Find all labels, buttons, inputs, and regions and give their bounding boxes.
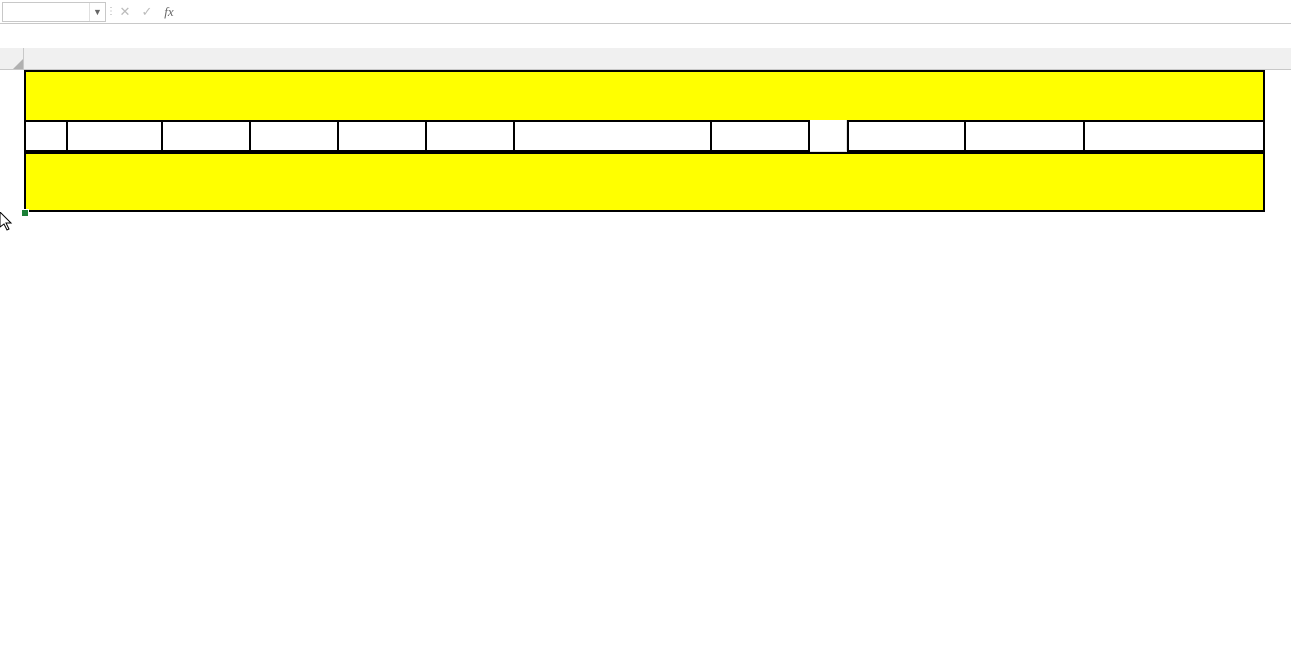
formula-input[interactable] <box>180 2 1291 22</box>
top-banner <box>24 70 1265 120</box>
side-hdr-sal[interactable] <box>1085 120 1265 152</box>
column-header-row <box>0 48 1291 70</box>
select-all-corner[interactable] <box>0 48 24 69</box>
fx-icon[interactable]: fx <box>158 2 180 22</box>
selection-indicator <box>24 212 28 216</box>
cancel-icon[interactable]: ✕ <box>114 2 136 22</box>
enter-icon[interactable]: ✓ <box>136 2 158 22</box>
row-header-column <box>0 70 24 212</box>
hdr-sal[interactable] <box>515 120 712 152</box>
name-box[interactable]: ▼ <box>2 2 106 22</box>
hdr-no[interactable] <box>24 120 68 152</box>
name-box-dropdown-icon[interactable]: ▼ <box>89 3 105 21</box>
hdr-sex[interactable] <box>251 120 339 152</box>
hdr-mar[interactable] <box>339 120 427 152</box>
hdr-age[interactable] <box>163 120 251 152</box>
hdr-edu[interactable] <box>427 120 515 152</box>
formula-bar: ▼ ⋮ ✕ ✓ fx <box>0 0 1291 24</box>
mouse-cursor-icon <box>0 212 16 237</box>
cell-I2[interactable] <box>810 120 847 152</box>
side-hdr-sex[interactable] <box>847 120 966 152</box>
hdr-note[interactable] <box>712 120 810 152</box>
hdr-name[interactable] <box>68 120 163 152</box>
cells-area[interactable] <box>24 70 1291 212</box>
spreadsheet-grid <box>0 48 1291 212</box>
bottom-banner <box>24 152 1265 212</box>
divider-icon: ⋮ <box>106 6 114 17</box>
side-hdr-edu[interactable] <box>966 120 1085 152</box>
